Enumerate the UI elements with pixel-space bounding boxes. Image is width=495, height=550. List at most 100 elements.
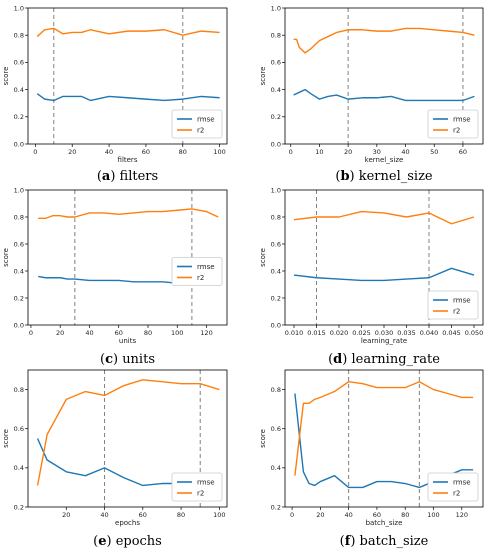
- y-tick-label: 0.6: [14, 59, 24, 67]
- series-line-r2: [36, 379, 220, 486]
- x-tick-label: 80: [401, 511, 409, 519]
- series-line-r2: [38, 208, 219, 220]
- y-tick-label: 0.0: [14, 321, 24, 329]
- legend: rmse r2: [427, 109, 479, 139]
- x-tick-label: 0: [33, 148, 37, 156]
- panel-caption: (d) learning_rate: [328, 352, 440, 367]
- legend: rmse r2: [171, 109, 223, 139]
- panel-caption: (b) kernel_size: [335, 169, 433, 184]
- y-axis-label: score: [2, 429, 10, 448]
- plot-frame: [284, 369, 484, 508]
- y-tick-label: 0.4: [271, 86, 281, 94]
- legend-box: [427, 472, 479, 502]
- legend: rmse r2: [427, 472, 479, 502]
- y-tick-label: 0.0: [271, 140, 281, 148]
- legend-label-rmse: rmse: [197, 263, 215, 271]
- plot-frame: [27, 7, 228, 145]
- legend-label-r2: r2: [453, 308, 460, 316]
- x-axis-label: filters: [118, 156, 138, 164]
- x-tick-label: 20: [344, 148, 352, 156]
- y-tick-label: 1.0: [14, 4, 24, 12]
- y-tick-label: 0.6: [271, 59, 281, 67]
- plot-frame: [27, 189, 228, 326]
- x-tick-label: 0.030: [375, 329, 394, 337]
- y-tick-label: 0.4: [271, 267, 281, 275]
- y-tick-label: 0.8: [271, 386, 281, 394]
- y-tick-label: 0.0: [14, 140, 24, 148]
- x-axis-label: learning_rate: [361, 337, 407, 345]
- y-tick-label: 0.4: [14, 86, 24, 94]
- y-tick-label: 1.0: [271, 4, 281, 12]
- x-tick-label: 60: [373, 511, 381, 519]
- panel-caption: (c) units: [100, 352, 155, 367]
- x-tick-label: 120: [456, 511, 468, 519]
- legend-label-rmse: rmse: [197, 116, 215, 124]
- x-tick-label: 40: [401, 148, 409, 156]
- x-tick-label: 20: [316, 511, 324, 519]
- x-tick-label: 120: [200, 329, 212, 337]
- y-tick-label: 0.6: [14, 425, 24, 433]
- panel-caption: (f) batch_size: [340, 534, 429, 549]
- y-tick-label: 0.4: [14, 464, 24, 472]
- y-tick-label: 0.4: [271, 464, 281, 472]
- legend-label-r2: r2: [453, 127, 460, 135]
- legend-label-r2: r2: [197, 490, 204, 498]
- x-tick-label: 40: [345, 511, 353, 519]
- chart-panel-a: 0 20 40 60 80 100 0.0 0.2 0.4 0.6 0.8 1.0 filters sco…: [2, 4, 228, 184]
- x-tick-label: 0: [289, 148, 293, 156]
- legend-label-r2: r2: [197, 274, 204, 282]
- x-tick-label: 0.035: [397, 329, 416, 337]
- x-tick-label: 0: [290, 511, 294, 519]
- legend: rmse r2: [427, 290, 479, 320]
- legend-box: [171, 472, 223, 502]
- x-tick-label: 80: [144, 329, 152, 337]
- y-tick-label: 0.2: [14, 503, 24, 511]
- y-tick-label: 0.8: [14, 32, 24, 40]
- y-tick-label: 0.2: [271, 294, 281, 302]
- x-axis-label: units: [119, 337, 137, 345]
- x-tick-label: 40: [105, 148, 113, 156]
- x-tick-label: 0: [29, 329, 33, 337]
- y-tick-label: 0.6: [271, 425, 281, 433]
- y-tick-label: 0.0: [271, 321, 281, 329]
- plot-frame: [27, 369, 228, 508]
- x-tick-label: 0.050: [465, 329, 484, 337]
- x-tick-label: 20: [56, 329, 64, 337]
- x-tick-label: 100: [213, 511, 225, 519]
- series-line-r2: [293, 27, 475, 54]
- y-tick-label: 0.6: [271, 240, 281, 248]
- x-axis-label: kernel_size: [365, 156, 404, 164]
- x-tick-label: 60: [139, 511, 147, 519]
- y-axis-label: score: [259, 248, 267, 267]
- x-tick-label: 40: [85, 329, 93, 337]
- legend-box: [171, 257, 223, 286]
- y-tick-label: 0.8: [14, 386, 24, 394]
- x-tick-label: 0.020: [330, 329, 349, 337]
- y-tick-label: 0.2: [14, 294, 24, 302]
- chart-panel-f: 0 20 40 60 80 100 120 0.2 0.4 0.6 0.8 batch_size sco…: [259, 369, 484, 549]
- y-axis-label: score: [259, 67, 267, 86]
- x-tick-label: 0.045: [442, 329, 461, 337]
- series-line-r2: [293, 210, 475, 225]
- x-tick-label: 100: [427, 511, 439, 519]
- legend-label-rmse: rmse: [453, 479, 471, 487]
- x-axis-label: batch_size: [366, 519, 403, 527]
- x-tick-label: 0.015: [307, 329, 326, 337]
- x-tick-label: 80: [177, 511, 185, 519]
- y-tick-label: 0.2: [271, 113, 281, 121]
- x-tick-label: 0.025: [352, 329, 371, 337]
- x-tick-label: 0.010: [285, 329, 304, 337]
- y-tick-label: 1.0: [14, 186, 24, 194]
- x-tick-label: 60: [142, 148, 150, 156]
- y-tick-label: 1.0: [271, 186, 281, 194]
- series-line-r2: [36, 27, 220, 38]
- legend-label-rmse: rmse: [453, 116, 471, 124]
- legend-label-r2: r2: [453, 490, 460, 498]
- y-tick-label: 0.8: [271, 32, 281, 40]
- x-tick-label: 100: [213, 148, 225, 156]
- series-line-rmse: [293, 267, 475, 282]
- x-tick-label: 100: [171, 329, 183, 337]
- plot-frame: [284, 7, 484, 145]
- y-tick-label: 0.4: [14, 267, 24, 275]
